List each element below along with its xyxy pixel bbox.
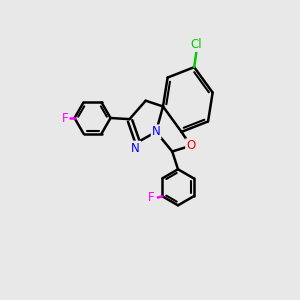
Text: Cl: Cl [191,38,202,51]
Text: N: N [131,142,140,154]
Text: F: F [148,191,155,204]
Text: O: O [186,139,195,152]
Text: N: N [152,125,161,138]
Text: F: F [61,112,68,124]
